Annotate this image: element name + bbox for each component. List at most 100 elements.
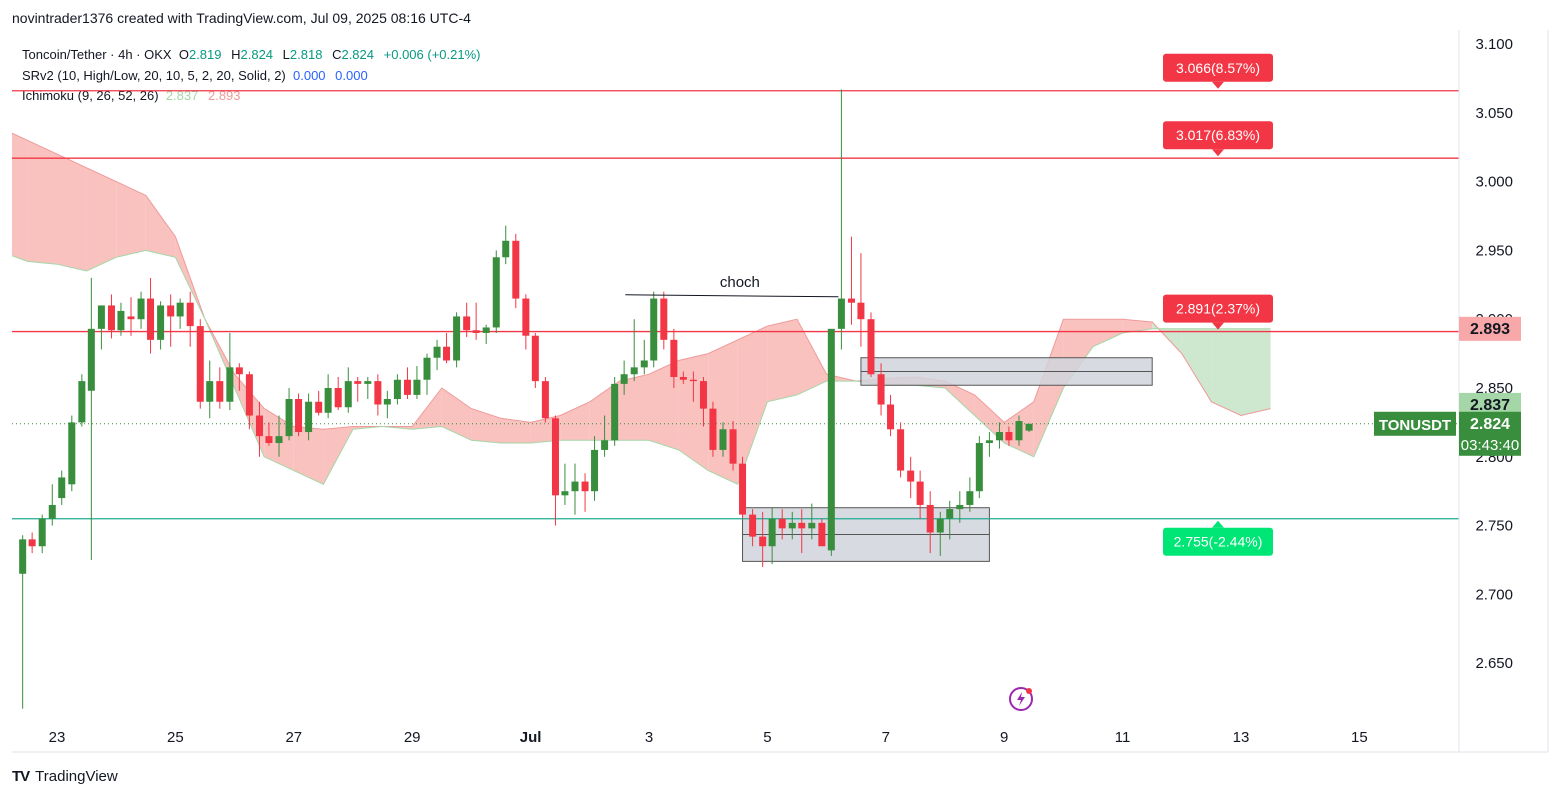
lightning-icon[interactable] — [1008, 686, 1034, 712]
ichimoku-cloud-segment — [945, 381, 975, 416]
y-tick-label: 2.700 — [1475, 586, 1513, 603]
candle-body — [295, 399, 303, 433]
low-label: L — [282, 47, 290, 62]
price-axis-label-text: 2.893 — [1470, 321, 1510, 338]
close-label: C — [332, 47, 342, 62]
candle-body — [78, 381, 86, 423]
candle-body — [630, 367, 638, 375]
ichimoku-legend-row[interactable]: Ichimoku (9, 26, 52, 26) 2.837 2.893 — [22, 86, 481, 107]
x-tick-label: 13 — [1233, 729, 1250, 746]
candle-body — [571, 481, 579, 492]
candle-body — [975, 443, 983, 492]
candle-body — [729, 429, 737, 464]
high-value: 2.824 — [240, 47, 274, 62]
tradingview-brand[interactable]: TV TradingView — [12, 768, 118, 785]
candle-body — [689, 379, 697, 382]
candle-body — [640, 360, 648, 368]
y-tick-label: 3.000 — [1475, 174, 1513, 191]
candle-body — [28, 539, 36, 547]
candle-body — [512, 240, 520, 299]
ichimoku-value-2: 2.893 — [207, 88, 241, 103]
candle-body — [827, 328, 835, 551]
srv2-legend-row[interactable]: SRv2 (10, High/Low, 20, 10, 5, 2, 20, So… — [22, 66, 481, 87]
candle-body — [531, 335, 539, 382]
candle-body — [719, 429, 727, 450]
candle-body — [492, 257, 500, 328]
candle-body — [887, 404, 895, 430]
candle-body — [364, 381, 372, 384]
ichimoku-cloud-segment — [12, 133, 28, 262]
candle-body — [374, 381, 382, 405]
candle-body — [541, 381, 549, 419]
candle-body — [117, 310, 125, 331]
ichimoku-cloud-segment — [797, 319, 827, 395]
srv2-name: SRv2 (10, High/Low, 20, 10, 5, 2, 20, So… — [22, 67, 286, 83]
candle-body — [897, 429, 905, 471]
x-tick-label: 11 — [1115, 729, 1131, 746]
y-tick-label: 2.650 — [1475, 655, 1513, 672]
candle-body — [966, 491, 974, 505]
candle-body — [68, 422, 76, 485]
level-label-text: 2.891(2.37%) — [1176, 301, 1260, 317]
x-tick-label: 23 — [49, 729, 66, 746]
x-tick-label: 9 — [1000, 729, 1008, 746]
symbol-legend-row[interactable]: Toncoin/Tether · 4h · OKX O2.819 H2.824 … — [22, 45, 481, 66]
candle-body — [798, 522, 806, 529]
level-label-box — [1163, 527, 1273, 556]
choch-label: choch — [720, 274, 760, 291]
candle-body — [759, 536, 767, 547]
candle-body — [936, 518, 944, 533]
candle-body — [463, 316, 471, 331]
low-value: 2.818 — [289, 47, 323, 62]
candle-body — [995, 432, 1003, 441]
candle-body — [946, 509, 954, 519]
candle-body — [916, 481, 924, 505]
level-label-box — [1163, 53, 1273, 82]
ichimoku-cloud-segment — [1211, 328, 1241, 416]
ichimoku-cloud-segment — [619, 374, 649, 441]
ichimoku-cloud-segment — [471, 408, 501, 444]
ichimoku-cloud-segment — [441, 388, 472, 441]
x-tick-label: 3 — [645, 729, 653, 746]
candle-body — [907, 470, 915, 482]
candle-body — [660, 298, 668, 340]
symbol-tag-text: TONUSDT — [1379, 417, 1451, 434]
candle-body — [19, 539, 27, 574]
candle-body — [324, 388, 332, 413]
candle-body — [472, 330, 480, 333]
candle-body — [453, 316, 461, 361]
symbol-name: Toncoin/Tether · 4h · OKX — [22, 47, 172, 62]
srv2-value-1: 0.000 — [293, 67, 326, 83]
open-value: 2.819 — [188, 47, 222, 62]
countdown-label: 03:43:40 — [1461, 437, 1519, 454]
candle-body — [709, 408, 717, 450]
candle-body — [561, 491, 569, 496]
candle-body — [749, 514, 757, 537]
candle-body — [482, 327, 490, 333]
candle-body — [433, 346, 441, 358]
candle-body — [48, 504, 56, 519]
ichimoku-cloud-segment — [86, 167, 117, 272]
candle-body — [699, 381, 707, 409]
tradingview-logo-icon: TV — [12, 768, 30, 785]
ichimoku-cloud-segment — [501, 418, 531, 444]
candle-body — [97, 305, 105, 329]
candle-body — [157, 305, 165, 340]
plot-area: choch — [12, 89, 1459, 709]
price-axis-label — [1459, 411, 1521, 456]
candle-body — [87, 328, 95, 391]
candle-body — [393, 379, 401, 400]
candle-body — [127, 316, 135, 320]
ichimoku-cloud-segment — [27, 140, 57, 265]
candle-body — [1025, 423, 1033, 431]
level-label-pointer — [1212, 322, 1224, 330]
ichimoku-cloud-segment — [57, 154, 87, 272]
ichimoku-cloud-segment — [293, 426, 324, 485]
candle-body — [877, 374, 885, 405]
candle-body — [591, 449, 599, 492]
candle-body — [788, 522, 796, 529]
candle-body — [285, 399, 293, 437]
candle-body — [620, 374, 628, 384]
change-value: +0.006 (+0.21%) — [383, 47, 481, 62]
